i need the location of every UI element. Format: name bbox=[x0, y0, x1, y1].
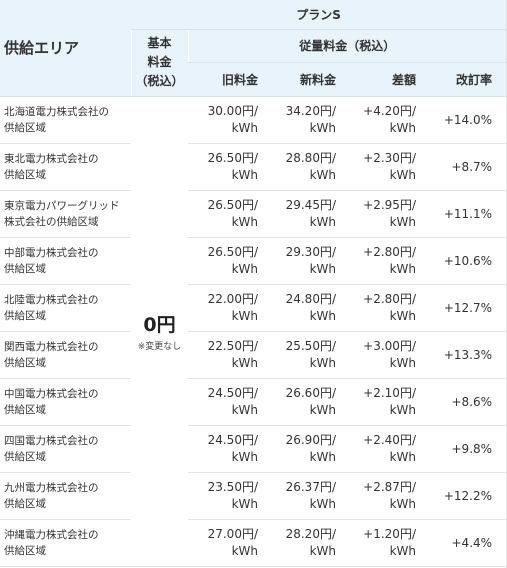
new-price-header: 新料金 bbox=[266, 62, 344, 97]
new-price-cell: 26.90円/ kWh bbox=[266, 425, 344, 473]
supply-area-cell: 関西電力株式会社の 供給区域 bbox=[0, 331, 131, 379]
diff-cell: +2.95円/ kWh bbox=[344, 190, 424, 238]
old-price-cell: 23.50円/ kWh bbox=[188, 472, 266, 520]
area-column-header: 供給エリア bbox=[0, 0, 131, 97]
table-row: 北海道電力株式会社の 供給区域 0円 ※変更なし 30.00円/ kWh 34.20円/… bbox=[0, 96, 507, 567]
rate-cell: +14.0% bbox=[424, 96, 507, 144]
rate-header: 改訂率 bbox=[424, 62, 507, 97]
new-price-cell: 28.80円/ kWh bbox=[266, 143, 344, 191]
old-price-cell: 24.50円/ kWh bbox=[188, 425, 266, 473]
diff-cell: +1.20円/ kWh bbox=[344, 519, 424, 567]
rate-cell: +13.3% bbox=[424, 331, 507, 379]
rate-cell: +11.1% bbox=[424, 190, 507, 238]
diff-cell: +2.40円/ kWh bbox=[344, 425, 424, 473]
old-price-cell: 26.50円/ kWh bbox=[188, 143, 266, 191]
base-fee-cell: 0円 ※変更なし bbox=[131, 96, 188, 567]
supply-area-cell: 東北電力株式会社の 供給区域 bbox=[0, 143, 131, 191]
base-fee-note: ※変更なし bbox=[137, 342, 182, 352]
rate-cell: +8.6% bbox=[424, 378, 507, 426]
diff-cell: +2.80円/ kWh bbox=[344, 237, 424, 285]
new-price-cell: 26.60円/ kWh bbox=[266, 378, 344, 426]
rate-cell: +4.4% bbox=[424, 519, 507, 567]
base-fee-header: 基本 料金 （税込） bbox=[130, 29, 188, 97]
table-row: 関西電力株式会社の 供給区域 22.50円/ kWh 25.50円/ kWh +3.0… bbox=[0, 331, 507, 379]
old-price-cell: 27.00円/ kWh bbox=[188, 519, 266, 567]
old-price-cell: 22.50円/ kWh bbox=[188, 331, 266, 379]
rate-cell: +12.7% bbox=[424, 284, 507, 332]
supply-area-cell: 九州電力株式会社の 供給区域 bbox=[0, 472, 131, 520]
rate-cell: +12.2% bbox=[424, 472, 507, 520]
supply-area-cell: 北海道電力株式会社の 供給区域 bbox=[0, 96, 131, 144]
new-price-cell: 29.30円/ kWh bbox=[266, 237, 344, 285]
table-body: 北海道電力株式会社の 供給区域 0円 ※変更なし 30.00円/ kWh 34.20円/… bbox=[0, 96, 507, 567]
diff-header: 差額 bbox=[344, 62, 424, 97]
plan-header: プランS bbox=[131, 0, 507, 30]
supply-area-cell: 沖縄電力株式会社の 供給区域 bbox=[0, 519, 131, 567]
old-price-cell: 26.50円/ kWh bbox=[188, 190, 266, 238]
diff-cell: +3.00円/ kWh bbox=[344, 331, 424, 379]
old-price-header: 旧料金 bbox=[188, 62, 266, 97]
usage-fee-header: 従量料金（税込） bbox=[187, 29, 507, 63]
table-row: 九州電力株式会社の 供給区域 23.50円/ kWh 26.37円/ kWh +2.8… bbox=[0, 472, 507, 520]
old-price-cell: 26.50円/ kWh bbox=[188, 237, 266, 285]
rate-cell: +9.8% bbox=[424, 425, 507, 473]
table-row: 四国電力株式会社の 供給区域 24.50円/ kWh 26.90円/ kWh +2.4… bbox=[0, 425, 507, 473]
table-row: 東北電力株式会社の 供給区域 26.50円/ kWh 28.80円/ kWh +2.3… bbox=[0, 143, 507, 191]
base-fee-value: 0円 bbox=[143, 314, 176, 336]
new-price-cell: 26.37円/ kWh bbox=[266, 472, 344, 520]
diff-cell: +2.80円/ kWh bbox=[344, 284, 424, 332]
table-row: 沖縄電力株式会社の 供給区域 27.00円/ kWh 28.20円/ kWh +1.2… bbox=[0, 519, 507, 567]
old-price-cell: 24.50円/ kWh bbox=[188, 378, 266, 426]
rate-cell: +10.6% bbox=[424, 237, 507, 285]
new-price-cell: 29.45円/ kWh bbox=[266, 190, 344, 238]
supply-area-cell: 北陸電力株式会社の 供給区域 bbox=[0, 284, 131, 332]
old-price-cell: 22.00円/ kWh bbox=[188, 284, 266, 332]
rate-cell: +8.7% bbox=[424, 143, 507, 191]
new-price-cell: 24.80円/ kWh bbox=[266, 284, 344, 332]
diff-cell: +2.10円/ kWh bbox=[344, 378, 424, 426]
diff-cell: +2.30円/ kWh bbox=[344, 143, 424, 191]
supply-area-cell: 中部電力株式会社の 供給区域 bbox=[0, 237, 131, 285]
diff-cell: +4.20円/ kWh bbox=[344, 96, 424, 144]
new-price-cell: 28.20円/ kWh bbox=[266, 519, 344, 567]
supply-area-cell: 東京電力パワーグリッド 株式会社の供給区域 bbox=[0, 190, 131, 238]
old-price-cell: 30.00円/ kWh bbox=[188, 96, 266, 144]
new-price-cell: 34.20円/ kWh bbox=[266, 96, 344, 144]
supply-area-cell: 中国電力株式会社の 供給区域 bbox=[0, 378, 131, 426]
table-row: 東京電力パワーグリッド 株式会社の供給区域 26.50円/ kWh 29.45円/ … bbox=[0, 190, 507, 238]
table-row: 北陸電力株式会社の 供給区域 22.00円/ kWh 24.80円/ kWh +2.8… bbox=[0, 284, 507, 332]
supply-area-cell: 四国電力株式会社の 供給区域 bbox=[0, 425, 131, 473]
new-price-cell: 25.50円/ kWh bbox=[266, 331, 344, 379]
diff-cell: +2.87円/ kWh bbox=[344, 472, 424, 520]
table-row: 中部電力株式会社の 供給区域 26.50円/ kWh 29.30円/ kWh +2.8… bbox=[0, 237, 507, 285]
table-row: 中国電力株式会社の 供給区域 24.50円/ kWh 26.60円/ kWh +2.1… bbox=[0, 378, 507, 426]
